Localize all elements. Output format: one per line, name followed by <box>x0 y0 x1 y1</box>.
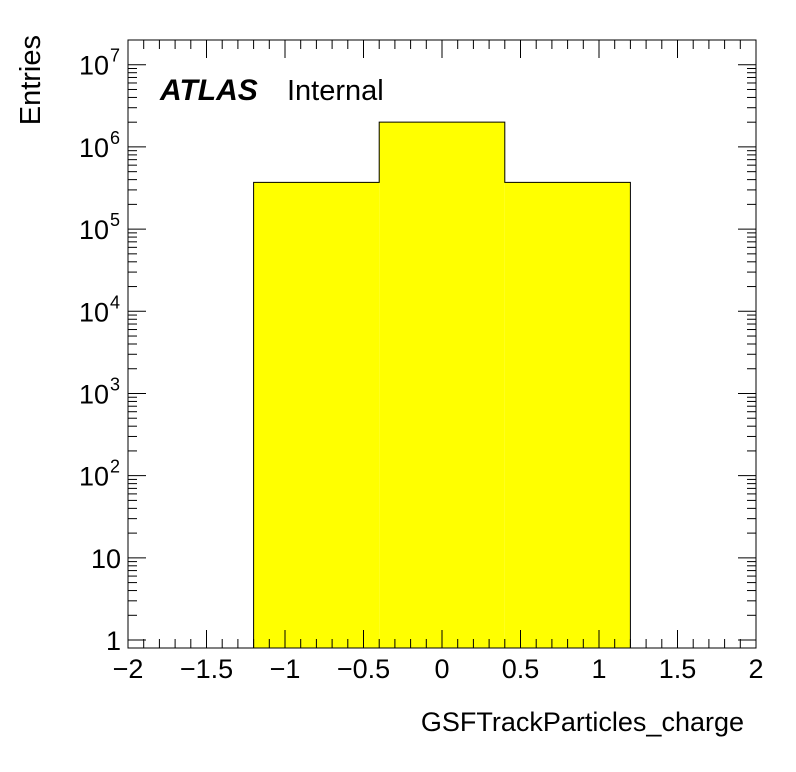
y-tick-exponent: 3 <box>110 374 120 394</box>
x-tick-labels: −2 −1.5 −1 −0.5 0 0.5 1 1.5 2 <box>113 654 764 684</box>
histogram-bar <box>253 182 380 648</box>
histogram-bars <box>253 121 631 648</box>
x-tick-label: −2 <box>113 654 144 684</box>
histogram-outline <box>253 121 631 648</box>
x-tick-label: 1 <box>591 654 606 684</box>
histogram-bar <box>379 122 505 648</box>
x-tick-label: 0 <box>434 654 449 684</box>
y-tick-label: 10 <box>79 297 109 327</box>
histogram-bar <box>504 182 631 648</box>
x-tick-label: −1 <box>270 654 301 684</box>
y-tick-exponent: 4 <box>110 292 120 312</box>
x-tick-label: 1.5 <box>659 654 697 684</box>
y-tick-label: 10 <box>79 133 109 163</box>
y-tick-label: 10 <box>91 544 121 574</box>
x-tick-label: −1.5 <box>180 654 233 684</box>
y-tick-exponent: 2 <box>110 457 120 477</box>
y-axis-label: Entries <box>15 35 47 125</box>
y-tick-label: 10 <box>79 462 109 492</box>
atlas-label: ATLAS <box>159 74 258 107</box>
axis-ticks <box>127 39 757 648</box>
y-tick-label: 10 <box>79 51 109 81</box>
x-axis-label: GSFTrackParticles_charge <box>421 707 744 737</box>
x-tick-label: −0.5 <box>337 654 390 684</box>
x-tick-label: 0.5 <box>502 654 540 684</box>
x-tick-label: 2 <box>748 654 763 684</box>
y-tick-exponent: 7 <box>110 46 120 66</box>
y-tick-exponent: 6 <box>110 128 120 148</box>
status-label: Internal <box>287 75 384 107</box>
y-tick-exponent: 5 <box>110 210 120 230</box>
y-tick-label: 10 <box>79 215 109 245</box>
y-tick-label: 1 <box>106 626 121 656</box>
y-tick-label: 10 <box>79 379 109 409</box>
